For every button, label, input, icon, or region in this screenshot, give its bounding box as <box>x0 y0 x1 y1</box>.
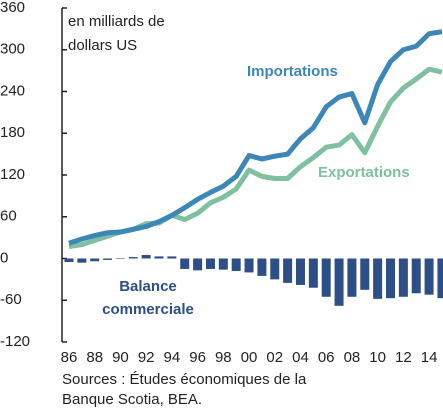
bar <box>128 257 138 259</box>
x-tick-label: 96 <box>189 349 206 366</box>
x-tick-label: 98 <box>215 349 232 366</box>
x-tick-label: 02 <box>266 349 283 366</box>
x-tick-label: 08 <box>344 349 361 366</box>
x-tick-label: 10 <box>369 349 386 366</box>
y-tick-label: 180 <box>0 124 25 141</box>
bar <box>231 258 241 272</box>
bar <box>257 258 267 276</box>
bar <box>424 258 434 295</box>
unit-label: en milliards de <box>68 13 165 30</box>
bar <box>218 258 228 270</box>
source: Banque Scotia, BEA. <box>62 391 202 408</box>
x-tick-label: 88 <box>86 349 103 366</box>
x-tick-label: 94 <box>164 349 181 366</box>
bar <box>360 258 370 290</box>
bar <box>334 258 344 306</box>
x-tick-label: 00 <box>241 349 258 366</box>
x-tick-label: 06 <box>318 349 335 366</box>
x-tick-label: 90 <box>112 349 129 366</box>
x-tick-label: 86 <box>61 349 78 366</box>
x-tick-label: 12 <box>395 349 412 366</box>
x-tick-label: 14 <box>421 349 438 366</box>
bar <box>205 258 215 269</box>
bar <box>154 256 164 259</box>
bar <box>180 258 190 269</box>
series-label: Importations <box>247 63 338 80</box>
bar <box>321 258 331 297</box>
unit-label: dollars US <box>68 37 137 54</box>
bar <box>347 258 357 297</box>
series-label: commerciale <box>102 301 194 318</box>
bar <box>90 258 100 262</box>
bar <box>270 258 280 280</box>
bar <box>295 258 305 285</box>
bar <box>103 258 113 260</box>
y-tick-label: 120 <box>0 166 25 183</box>
bar <box>411 258 421 294</box>
y-tick-label: -120 <box>0 333 30 350</box>
series-label: Balance <box>119 278 177 295</box>
bar <box>386 258 395 299</box>
bar <box>308 258 318 288</box>
bar <box>373 258 383 299</box>
bar <box>437 258 443 299</box>
y-tick-label: 300 <box>0 41 25 58</box>
y-tick-label: 0 <box>0 249 8 266</box>
bar <box>115 258 125 259</box>
line <box>68 29 443 246</box>
y-tick-label: 60 <box>0 208 17 225</box>
bar <box>283 258 293 283</box>
series-label: Exportations <box>318 164 410 181</box>
bar <box>244 258 254 273</box>
bar <box>141 255 151 259</box>
bar <box>398 258 408 297</box>
bar <box>193 258 203 271</box>
y-tick-label: 240 <box>0 82 25 99</box>
bar <box>77 258 87 263</box>
bar <box>64 258 74 262</box>
bar <box>167 256 177 259</box>
y-tick-label: 360 <box>0 0 25 16</box>
y-tick-label: -60 <box>0 291 22 308</box>
source: Sources : Études économiques de la <box>62 371 307 388</box>
x-tick-label: 04 <box>292 349 309 366</box>
x-tick-label: 92 <box>138 349 155 366</box>
